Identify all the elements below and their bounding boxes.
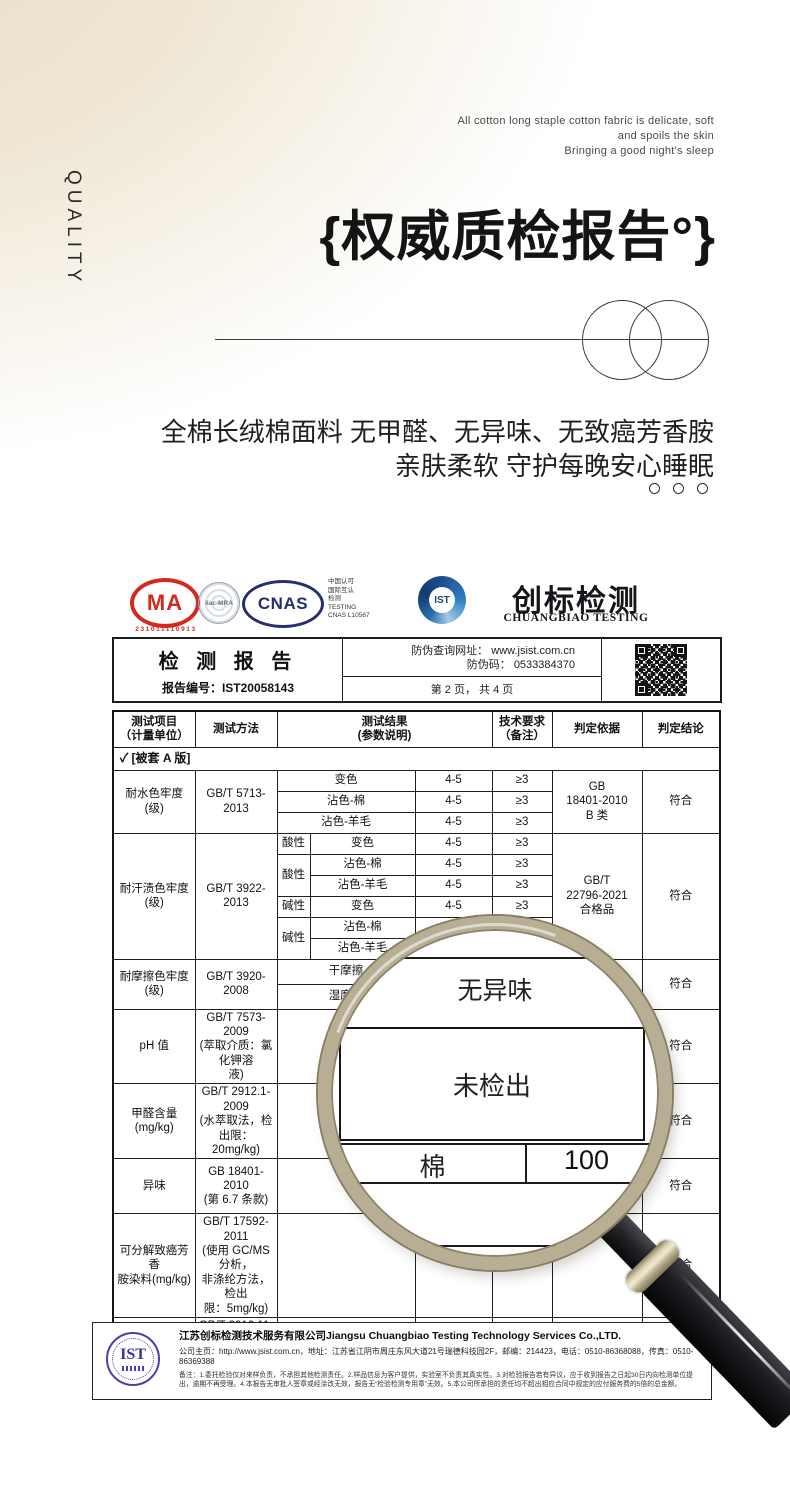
antifake-url: 防伪查询网址： www.jsist.com.cn: [411, 644, 575, 657]
col-test-result: 测试结果 (参数说明): [276, 710, 493, 748]
magnifier-rim: [318, 916, 672, 1270]
ist-logo: IST: [418, 576, 466, 624]
tagline-line: Bringing a good night's sleep: [564, 145, 714, 157]
footer-note: 备注：1.委托检验仅对来样负责，不承担其他检测责任。2.样品信息为客户提供，实验…: [179, 1372, 693, 1388]
table-row: 沾色-羊毛 4-5 ≥3: [113, 874, 720, 897]
divider-line: [215, 339, 708, 340]
vertical-quality-label: QUALITY: [63, 170, 84, 287]
report-header-box: 检 测 报 告 报告编号：IST20058143 防伪查询网址： www.jsi…: [112, 637, 722, 703]
cnas-line: 检测: [328, 595, 341, 603]
qr-code: [635, 644, 687, 696]
lab-footer-box: IST 江苏创标检测技术服务有限公司Jiangsu Chuangbiao Tes…: [92, 1322, 712, 1400]
cnas-line: 国际互认: [328, 586, 354, 594]
report-number-value: IST20058143: [221, 680, 295, 695]
check-icon: ✓: [120, 751, 129, 765]
cnas-accreditation-text: 中国认可 国际互认 检测 TESTING CNAS L10567: [328, 578, 370, 621]
cnas-logo: CNAS: [242, 580, 324, 628]
qr-cell: [602, 639, 720, 701]
col-judgment-basis: 判定依据: [551, 710, 643, 748]
deco-dots: [636, 481, 708, 499]
cnas-line: TESTING: [328, 603, 357, 611]
ist-logo-text: IST: [429, 587, 455, 613]
section-label: [被套 A 版]: [131, 751, 191, 765]
report-header-left: 检 测 报 告 报告编号：IST20058143: [114, 639, 343, 701]
table-row: 耐汗渍色牢度 (级) GB/T 3922-2013 酸性 变色 4-5 ≥3 G…: [112, 832, 721, 960]
report-title: 检 测 报 告: [158, 650, 298, 673]
brand-name-cn: 创标检测: [512, 585, 640, 618]
report-number: 报告编号：IST20058143: [162, 679, 294, 696]
table-header-row: 测试项目 （计量单位） 测试方法 测试结果 (参数说明) 技术要求 （备注） 判…: [112, 710, 721, 748]
cnas-line: 中国认可: [328, 578, 354, 585]
ist-stamp: IST: [106, 1332, 160, 1386]
magnifier-lens: 无异味 未检出 棉 100: [318, 916, 672, 1270]
col-test-item: 测试项目 （计量单位）: [112, 710, 196, 748]
page-title: {权威质检报告°}: [319, 207, 716, 267]
table-row: 酸性 沾色-棉 4-5 ≥3: [113, 853, 720, 897]
page-indicator: 第 2 页， 共 4 页: [430, 684, 514, 697]
report-header-mid: 防伪查询网址： www.jsist.com.cn 防伪码： 0533384370…: [343, 639, 602, 701]
cma-number: 231011110913: [135, 626, 197, 633]
ilac-mra-logo: ilac-MRA: [198, 582, 240, 624]
subtitle-line1: 全棉长绒棉面料 无甲醛、无异味、无致癌芳香胺: [160, 417, 714, 447]
cnas-line: CNAS L10567: [328, 612, 370, 620]
report-number-label: 报告编号：: [161, 680, 222, 695]
ist-stamp-text: IST: [120, 1346, 146, 1363]
english-tagline: All cotton long staple cotton fabric is …: [458, 114, 715, 159]
footer-texts: 江苏创标检测技术服务有限公司Jiangsu Chuangbiao Testing…: [179, 1330, 703, 1389]
antifake-code: 防伪码： 0533384370: [466, 658, 575, 671]
test-results-table: 测试项目 （计量单位） 测试方法 测试结果 (参数说明) 技术要求 （备注） 判…: [112, 710, 721, 1351]
deco-circle: [629, 300, 709, 380]
tagline-line: All cotton long staple cotton fabric is …: [457, 115, 714, 127]
antifake-block: 防伪查询网址： www.jsist.com.cn 防伪码： 0533384370: [343, 639, 601, 678]
brand-name-en: CHUANGBIAO TESTING: [503, 612, 649, 624]
ist-stamp-smalltext: [122, 1366, 144, 1371]
section-row: ✓ [被套 A 版]: [112, 746, 721, 771]
col-tech-requirement: 技术要求 （备注）: [491, 710, 553, 748]
tagline-line: and spoils the skin: [617, 130, 714, 142]
table-row: 碱性 变色 4-5 ≥3: [113, 895, 720, 918]
subtitle-line2: 亲肤柔软 守护每晚安心睡眠: [394, 451, 714, 481]
cma-logo: MA: [130, 578, 200, 628]
company-name: 江苏创标检测技术服务有限公司Jiangsu Chuangbiao Testing…: [179, 1330, 622, 1342]
col-conclusion: 判定结论: [641, 710, 721, 748]
table-row: 耐水色牢度(级) GB/T 5713-2013 变色 4-5 ≥3 GB 184…: [112, 769, 721, 834]
company-contact: 公司主页：http://www.jsist.com.cn，地址：江苏省江阴市周庄…: [179, 1347, 694, 1366]
col-test-method: 测试方法: [194, 710, 278, 748]
